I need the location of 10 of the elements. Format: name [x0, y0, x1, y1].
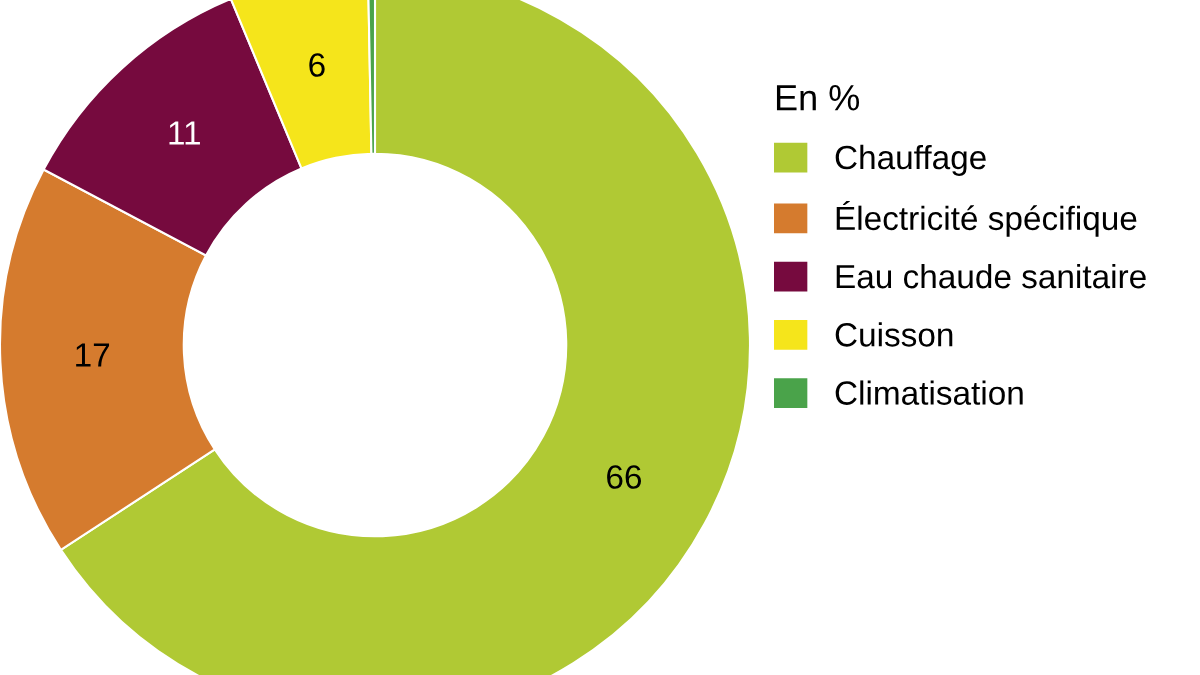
legend-label: Cuisson [835, 322, 953, 347]
legend-label: Climatisation [835, 380, 1023, 405]
legend-title: En % [776, 85, 860, 111]
legend-label: Chauffage [835, 144, 986, 176]
legend-label: Eau chaude sanitaire [836, 263, 1146, 289]
data-label: 17 [76, 343, 110, 367]
legend-label: Électricité spécifique [836, 200, 1137, 237]
data-label: 66 [607, 465, 642, 489]
data-label: 6 [309, 53, 325, 77]
data-label: 11 [169, 121, 200, 145]
